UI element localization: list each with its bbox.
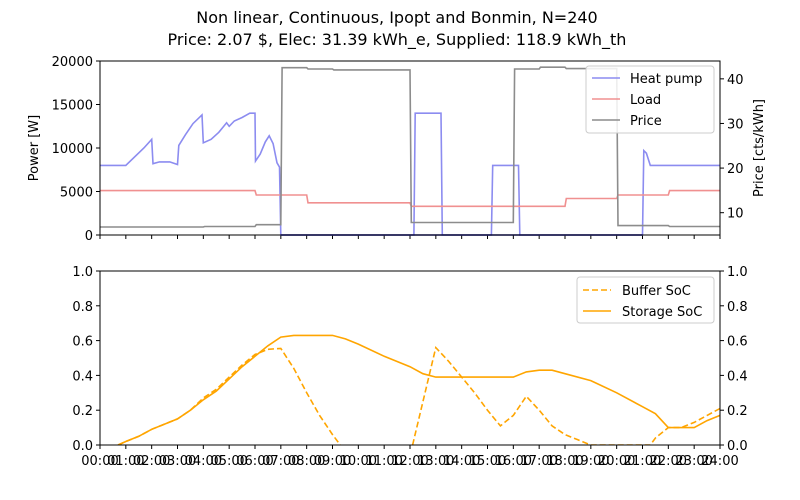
bottom-x-tick-label: 09:00 [314, 454, 351, 469]
bottom-axes-frame [99, 270, 721, 446]
bottom-y-tick-label: 0.0 [72, 439, 93, 454]
legend-label: Price [630, 114, 662, 129]
series-heat-pump [100, 112, 720, 236]
bottom-x-tick-label: 00:00 [81, 454, 118, 469]
bottom-x-tick-label: 20:00 [598, 454, 635, 469]
chart-title: Non linear, Continuous, Ipopt and Bonmin… [196, 8, 597, 27]
top-y-tick-label: 0 [85, 229, 93, 244]
bottom-y-tick-label: 0.8 [72, 300, 93, 315]
bottom-y2-tick-label: 0.4 [727, 369, 748, 384]
bottom-legend-box [576, 276, 715, 324]
bottom-x-tick-label: 23:00 [675, 454, 712, 469]
bottom-y-tick-label: 0.6 [72, 335, 93, 350]
bottom-x-tick-label: 12:00 [391, 454, 428, 469]
legend-label: Load [630, 93, 661, 108]
bottom-y2-tick-label: 0.2 [727, 404, 748, 419]
bottom-x-tick-label: 10:00 [340, 454, 377, 469]
bottom-y2-tick-label: 0.8 [727, 300, 748, 315]
top-legend: Heat pump Load Price [585, 65, 715, 134]
bottom-x-tick-label: 19:00 [572, 454, 609, 469]
top-y-tick-label: 10000 [52, 142, 93, 157]
bottom-y-tick-label: 0.2 [72, 404, 93, 419]
bottom-y2-tick-label: 0.6 [727, 335, 748, 350]
bottom-x-tick-label: 14:00 [443, 454, 480, 469]
top-y2-tick-label: 10 [727, 207, 744, 222]
bottom-plot: 0.0 0.0 0.2 0.2 0.4 0.4 0.6 0.6 0.8 0.8 1.0 1.0 00:0… [72, 265, 747, 469]
bottom-x-tick-label: 17:00 [520, 454, 557, 469]
bottom-y2-tick-label: 1.0 [727, 265, 748, 280]
legend-label: Storage SoC [622, 305, 702, 320]
top-y2-tick-label: 40 [727, 73, 744, 88]
bottom-x-tick-label: 01:00 [107, 454, 144, 469]
bottom-x-tick-label: 07:00 [262, 454, 299, 469]
bottom-x-tick-label: 05:00 [210, 454, 247, 469]
series-load [100, 189, 720, 208]
bottom-x-tick-label: 04:00 [185, 454, 222, 469]
bottom-x-tick-label: 21:00 [624, 454, 661, 469]
bottom-x-tick-label: 15:00 [469, 454, 506, 469]
legend-label: Heat pump [630, 72, 702, 87]
bottom-x-tick-label: 13:00 [417, 454, 454, 469]
bottom-x-tick-label: 02:00 [133, 454, 170, 469]
series-storage-soc [117, 334, 720, 445]
top-y2-tick-label: 20 [727, 162, 744, 177]
bottom-x-tick-label: 03:00 [159, 454, 196, 469]
top-y-tick-label: 5000 [60, 186, 93, 201]
top-y-tick-label: 15000 [52, 99, 93, 114]
bottom-x-tick-label: 22:00 [650, 454, 687, 469]
bottom-y-tick-label: 0.4 [72, 369, 93, 384]
top-y-tick-label: 20000 [52, 55, 93, 70]
y-axis-label: Power [W] [27, 115, 42, 181]
y2-axis-label: Price [cts/kWh] [752, 99, 767, 197]
top-plot: 0 5000 10000 15000 20000 10 20 30 40 Heat pump Loa… [52, 55, 744, 244]
top-y2-tick-label: 30 [727, 117, 744, 132]
bottom-x-tick-label: 16:00 [495, 454, 532, 469]
bottom-y-tick-label: 1.0 [72, 265, 93, 280]
bottom-x-tick-label: 06:00 [236, 454, 273, 469]
top-axes-frame [99, 60, 721, 236]
bottom-x-tick-label: 18:00 [546, 454, 583, 469]
bottom-legend: Buffer SoC Storage SoC [576, 276, 715, 324]
bottom-x-tick-label: 08:00 [288, 454, 325, 469]
bottom-x-tick-label: 24:00 [701, 454, 738, 469]
bottom-x-tick-label: 11:00 [365, 454, 402, 469]
top-legend-box [585, 65, 715, 134]
chart-subtitle: Price: 2.07 $, Elec: 31.39 kWh_e, Suppli… [168, 30, 627, 50]
bottom-y2-tick-label: 0.0 [727, 439, 748, 454]
legend-label: Buffer SoC [622, 284, 691, 299]
